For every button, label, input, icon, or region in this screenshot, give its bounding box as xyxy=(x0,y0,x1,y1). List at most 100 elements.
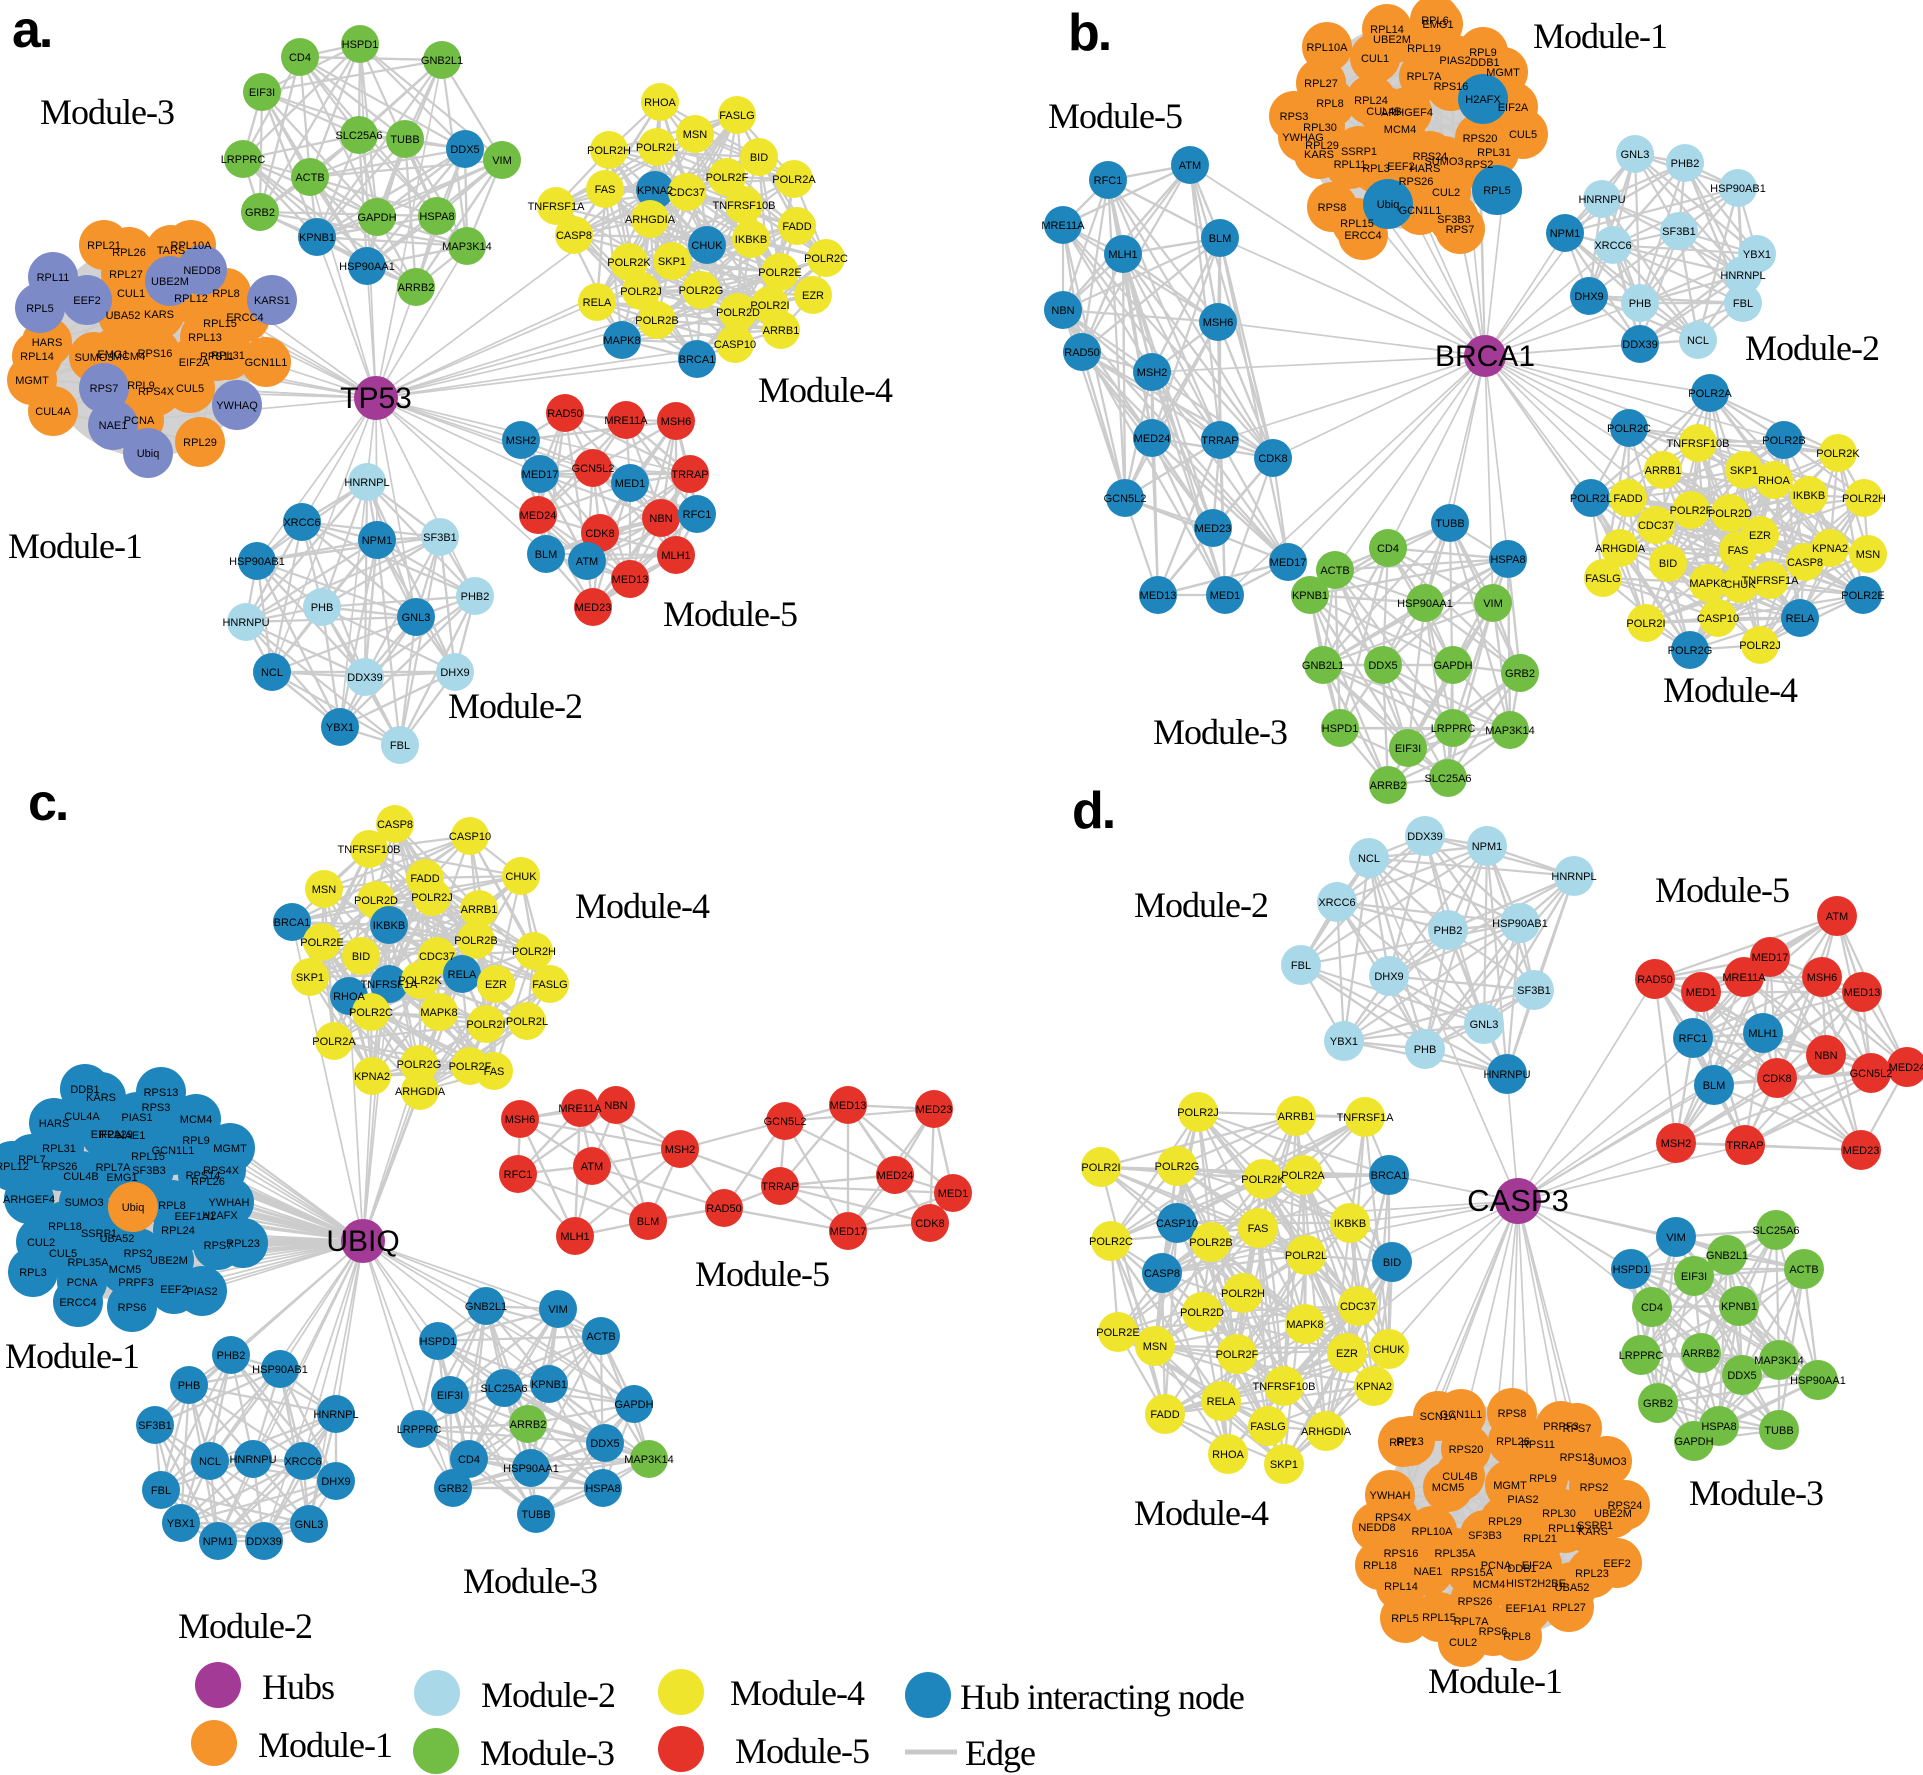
svg-text:RPL9: RPL9 xyxy=(182,1135,210,1147)
svg-text:RPL3: RPL3 xyxy=(1396,1436,1424,1448)
svg-text:SF3B3: SF3B3 xyxy=(132,1165,166,1177)
svg-text:ARHGDIA: ARHGDIA xyxy=(1595,543,1646,555)
svg-text:RPL15: RPL15 xyxy=(131,1151,165,1163)
svg-text:SLC25A6: SLC25A6 xyxy=(1752,1225,1799,1237)
svg-text:RPL11: RPL11 xyxy=(37,272,70,284)
svg-text:POLR2F: POLR2F xyxy=(1670,505,1713,517)
svg-text:CASP3: CASP3 xyxy=(1467,1183,1569,1218)
svg-text:TP53: TP53 xyxy=(340,382,412,415)
svg-text:RPS8: RPS8 xyxy=(1498,1408,1527,1420)
svg-text:POLR2F: POLR2F xyxy=(1216,1349,1259,1361)
svg-text:NAE1: NAE1 xyxy=(117,1130,146,1142)
svg-text:ACTB: ACTB xyxy=(295,172,324,184)
svg-text:SKP1: SKP1 xyxy=(1270,1459,1298,1471)
svg-text:RPL31: RPL31 xyxy=(1477,147,1511,159)
svg-text:RPL5: RPL5 xyxy=(1391,1613,1419,1625)
svg-text:CUL4B: CUL4B xyxy=(1442,1471,1477,1483)
svg-text:ARHGDIA: ARHGDIA xyxy=(395,1086,446,1098)
svg-text:NEDD8: NEDD8 xyxy=(183,265,220,277)
svg-text:RPL15: RPL15 xyxy=(1422,1612,1456,1624)
svg-text:MED13: MED13 xyxy=(830,1100,867,1112)
svg-text:MAPK8: MAPK8 xyxy=(420,1007,457,1019)
svg-text:SF3B3: SF3B3 xyxy=(1468,1530,1502,1542)
svg-text:RPS11: RPS11 xyxy=(1521,1439,1555,1451)
svg-text:RPL7: RPL7 xyxy=(1389,1437,1417,1449)
svg-text:ARRB2: ARRB2 xyxy=(1683,1348,1720,1360)
svg-text:RPL19: RPL19 xyxy=(1407,43,1441,55)
svg-text:MSH2: MSH2 xyxy=(506,435,537,447)
svg-text:NPM1: NPM1 xyxy=(1550,228,1581,240)
svg-text:RAD50: RAD50 xyxy=(706,1203,741,1215)
svg-text:TRRAP: TRRAP xyxy=(1201,435,1238,447)
svg-text:RPL11: RPL11 xyxy=(1334,159,1367,171)
svg-text:EIF3I: EIF3I xyxy=(1395,743,1421,755)
svg-text:RPL30: RPL30 xyxy=(1542,1508,1576,1520)
svg-text:POLR2G: POLR2G xyxy=(1155,1161,1200,1173)
svg-text:ACTB: ACTB xyxy=(1320,565,1349,577)
svg-text:YWHAH: YWHAH xyxy=(1370,1490,1411,1502)
svg-text:ARRB2: ARRB2 xyxy=(398,282,435,294)
svg-text:RAD50: RAD50 xyxy=(547,408,582,420)
svg-text:XRCC6: XRCC6 xyxy=(1318,897,1355,909)
svg-text:RPL14: RPL14 xyxy=(1384,1581,1418,1593)
svg-text:TNFRSF1A: TNFRSF1A xyxy=(1337,1112,1395,1124)
svg-text:RPS16: RPS16 xyxy=(138,348,173,360)
svg-text:EZR: EZR xyxy=(1336,1348,1358,1360)
svg-text:HARS: HARS xyxy=(32,337,63,349)
svg-text:RPS16: RPS16 xyxy=(1384,1548,1419,1560)
svg-text:Ubiq: Ubiq xyxy=(1377,199,1400,211)
svg-text:RPL10A: RPL10A xyxy=(1307,42,1349,54)
svg-text:RPL5: RPL5 xyxy=(1483,185,1511,197)
svg-text:POLR2L: POLR2L xyxy=(506,1016,548,1028)
svg-text:RPL8: RPL8 xyxy=(158,1200,186,1212)
svg-text:ARHGDIA: ARHGDIA xyxy=(625,214,676,226)
svg-text:POLR2I: POLR2I xyxy=(1081,1162,1120,1174)
svg-text:RHOA: RHOA xyxy=(333,991,365,1003)
svg-text:RHOA: RHOA xyxy=(1212,1449,1244,1461)
svg-text:POLR2C: POLR2C xyxy=(1089,1236,1133,1248)
svg-text:RPS26: RPS26 xyxy=(1399,176,1434,188)
svg-text:PCNA: PCNA xyxy=(67,1277,98,1289)
svg-text:GCN1L1: GCN1L1 xyxy=(1440,1409,1483,1421)
svg-text:Module-4: Module-4 xyxy=(1134,1493,1269,1533)
svg-text:VIM: VIM xyxy=(548,1304,568,1316)
svg-text:POLR2B: POLR2B xyxy=(1762,435,1805,447)
svg-text:HSP90AB1: HSP90AB1 xyxy=(1710,183,1766,195)
svg-text:RPL26: RPL26 xyxy=(1496,1436,1530,1448)
svg-text:MED24: MED24 xyxy=(520,510,557,522)
svg-text:BRCA1: BRCA1 xyxy=(679,354,716,366)
svg-text:RHOA: RHOA xyxy=(1758,475,1790,487)
svg-text:RPS20: RPS20 xyxy=(1463,133,1498,145)
svg-text:RPL31: RPL31 xyxy=(42,1143,76,1155)
svg-text:HNRNPU: HNRNPU xyxy=(229,1454,276,1466)
svg-text:NBN: NBN xyxy=(604,1100,627,1112)
svg-text:FASLG: FASLG xyxy=(1250,1421,1285,1433)
svg-text:RPS3: RPS3 xyxy=(142,1102,171,1114)
svg-text:VIM: VIM xyxy=(1666,1232,1686,1244)
svg-text:TNFRSF10B: TNFRSF10B xyxy=(713,200,776,212)
svg-text:RPS4X: RPS4X xyxy=(1375,1512,1412,1524)
svg-text:RPL14: RPL14 xyxy=(1370,24,1404,36)
svg-text:MCM4: MCM4 xyxy=(113,351,145,363)
svg-text:RPL29: RPL29 xyxy=(183,437,217,449)
svg-text:POLR2H: POLR2H xyxy=(1842,493,1886,505)
svg-text:Module-2: Module-2 xyxy=(448,686,582,726)
svg-text:GNB2L1: GNB2L1 xyxy=(1706,1250,1748,1262)
svg-text:SSRP1: SSRP1 xyxy=(81,1228,117,1240)
svg-text:EMG1: EMG1 xyxy=(106,1172,137,1184)
svg-text:POLR2D: POLR2D xyxy=(716,307,760,319)
svg-text:RPL29: RPL29 xyxy=(99,1129,133,1141)
svg-text:MGMT: MGMT xyxy=(15,375,49,387)
svg-text:GCN1L1: GCN1L1 xyxy=(245,357,288,369)
svg-text:RPL29: RPL29 xyxy=(1305,140,1339,152)
svg-text:FAS: FAS xyxy=(1728,545,1749,557)
svg-text:MCM4: MCM4 xyxy=(1473,1579,1505,1591)
svg-text:PRPF3: PRPF3 xyxy=(118,1277,153,1289)
svg-text:RPL9: RPL9 xyxy=(127,380,155,392)
svg-text:RPL35A: RPL35A xyxy=(68,1257,110,1269)
svg-text:MRE11A: MRE11A xyxy=(604,415,648,427)
svg-text:CUL5: CUL5 xyxy=(1509,129,1537,141)
svg-text:SKP1: SKP1 xyxy=(296,972,324,984)
svg-text:FBL: FBL xyxy=(151,1485,171,1497)
svg-text:HNRNPU: HNRNPU xyxy=(222,617,269,629)
